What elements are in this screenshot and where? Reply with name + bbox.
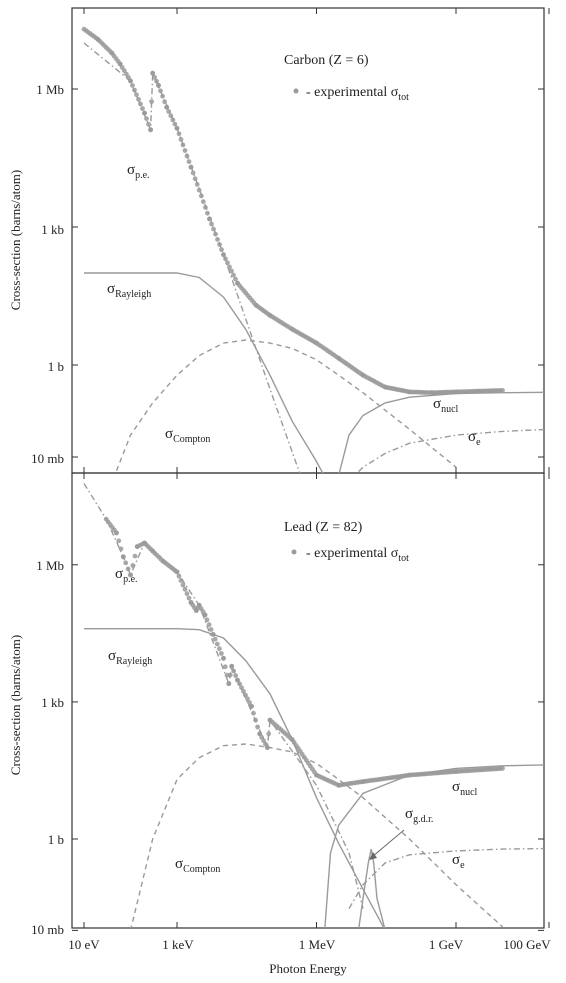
xtick-100gev: 100 GeV bbox=[503, 937, 551, 952]
lead-sigma-tot-point bbox=[226, 681, 232, 687]
lead-sigma-tot-point bbox=[500, 766, 505, 771]
lead-curve--nucl bbox=[324, 764, 544, 928]
carbon-curve--p-e- bbox=[83, 42, 301, 473]
carbon-ytick-1b: 1 b bbox=[48, 359, 64, 374]
carbon-plot-frame bbox=[71, 7, 545, 474]
carbon-sigma-tot-point bbox=[221, 252, 226, 258]
carbon-sigma-tot-point bbox=[136, 96, 141, 102]
carbon-sigma-tot-point bbox=[233, 276, 238, 282]
lead-sigma-tot-point bbox=[233, 673, 239, 678]
lead-curve--p-e- bbox=[83, 483, 364, 909]
carbon-sigma-tot-point bbox=[500, 388, 505, 393]
lead-plot-frame bbox=[71, 472, 545, 929]
lead-y-axis-title: Cross-section (barns/atom) bbox=[8, 635, 23, 775]
carbon-curve--rayleigh bbox=[84, 272, 324, 473]
x-axis-title: Photon Energy bbox=[269, 961, 347, 976]
carbon-sigma-tot-point bbox=[200, 199, 206, 205]
lead-label-pe: σp.e. bbox=[115, 566, 138, 585]
carbon-label-pe: σp.e. bbox=[127, 162, 150, 181]
carbon-sigma-tot-point bbox=[229, 268, 234, 274]
lead-sigma-tot-point bbox=[206, 622, 212, 628]
lead-label-nucl: σnucl bbox=[452, 779, 478, 798]
lead-label-e: σe bbox=[452, 852, 465, 871]
carbon-sigma-tot-point bbox=[130, 83, 135, 88]
lead-gdr-arrowhead bbox=[369, 852, 377, 860]
lead-sigma-tot-point bbox=[204, 617, 210, 623]
lead-label-rayleigh: σRayleigh bbox=[108, 648, 152, 667]
carbon-sigma-tot-point bbox=[209, 221, 214, 227]
lead-sigma-tot-point bbox=[208, 627, 214, 632]
lead-sigma-tot-point bbox=[118, 546, 124, 552]
lead-ytick-1b: 1 b bbox=[48, 832, 64, 847]
lead-ytick-10mb: 10 mb bbox=[31, 922, 64, 937]
carbon-label-e: σe bbox=[468, 429, 481, 448]
lead-panel-title: Lead (Z = 82) bbox=[284, 520, 363, 535]
lead-sigma-tot-point bbox=[214, 641, 220, 647]
lead-sigma-tot-point bbox=[221, 655, 226, 661]
carbon-curve--e bbox=[356, 428, 544, 473]
xtick-1gev: 1 GeV bbox=[429, 937, 464, 952]
carbon-ytick-1kb: 1 kb bbox=[41, 222, 64, 237]
carbon-sigma-tot-point bbox=[176, 131, 182, 137]
lead-sigma-tot-point bbox=[212, 636, 218, 642]
lead-sigma-tot-point bbox=[184, 591, 190, 597]
lead-sigma-tot-point bbox=[182, 586, 188, 592]
carbon-legend-text: - experimental σtot bbox=[306, 85, 409, 103]
lead-label-gdr: σg.d.r. bbox=[405, 806, 433, 825]
lead-sigma-tot-point bbox=[186, 595, 192, 601]
lead-sigma-tot-point bbox=[255, 724, 260, 730]
carbon-ytick-1mb: 1 Mb bbox=[36, 82, 64, 97]
carbon-sigma-tot-point bbox=[190, 170, 196, 176]
xtick-1kev: 1 keV bbox=[162, 937, 194, 952]
carbon-sigma-tot-point bbox=[142, 110, 147, 116]
carbon-sigma-tot-point bbox=[186, 159, 192, 165]
lead-sigma-tot-point bbox=[176, 573, 182, 579]
lead-sigma-tot-point bbox=[114, 530, 119, 536]
lead-sigma-tot-point bbox=[219, 651, 224, 656]
lead-sigma-tot-point bbox=[251, 710, 256, 716]
lead-sigma-tot-point bbox=[116, 538, 122, 544]
lead-legend-text: - experimental σtot bbox=[306, 546, 409, 564]
carbon-ytick-10mb: 10 mb bbox=[31, 451, 64, 466]
lead-legend-marker bbox=[291, 549, 297, 555]
lead-ytick-1mb: 1 Mb bbox=[36, 558, 64, 573]
carbon-curve--compton bbox=[115, 339, 457, 472]
carbon-label-rayleigh: σRayleigh bbox=[107, 281, 151, 300]
carbon-label-nucl: σnucl bbox=[433, 396, 459, 415]
carbon-sigma-tot-point bbox=[231, 272, 236, 278]
carbon-y-axis-title: Cross-section (barns/atom) bbox=[8, 170, 23, 310]
lead-gdr-pointer bbox=[371, 829, 405, 858]
carbon-sigma-tot-point bbox=[162, 99, 168, 105]
lead-curve--rayleigh bbox=[84, 628, 385, 928]
carbon-legend-marker bbox=[293, 88, 299, 94]
lead-curve--g-d-r- bbox=[358, 848, 386, 928]
lead-curve--compton bbox=[130, 743, 503, 928]
lead-curves bbox=[83, 483, 544, 928]
carbon-sigma-tot-point bbox=[166, 109, 172, 114]
carbon-curve--nucl bbox=[338, 391, 544, 473]
xtick-1mev: 1 MeV bbox=[299, 937, 336, 952]
carbon-label-compton: σCompton bbox=[165, 426, 210, 445]
lead-sigma-tot-point bbox=[266, 731, 272, 737]
lead-sigma-tot-point bbox=[217, 646, 222, 652]
lead-curve--e bbox=[348, 847, 544, 909]
lead-label-compton: σCompton bbox=[175, 856, 220, 875]
lead-ytick-1kb: 1 kb bbox=[41, 695, 64, 710]
lead-sigma-tot-point bbox=[239, 685, 244, 690]
carbon-sigma-tot-point bbox=[149, 99, 155, 104]
lead-sigma-tot-point bbox=[222, 664, 228, 670]
carbon-curves bbox=[81, 26, 544, 473]
lead-sigma-tot-point bbox=[180, 582, 186, 588]
carbon-sigma-tot-point bbox=[146, 121, 151, 127]
lead-sigma-tot-point bbox=[132, 553, 138, 559]
lead-sigma-tot-point bbox=[241, 688, 246, 694]
xtick-10ev: 10 eV bbox=[68, 937, 100, 952]
carbon-panel-title: Carbon (Z = 6) bbox=[284, 53, 369, 68]
carbon-sigma-tot-point bbox=[205, 210, 210, 216]
lead-sigma-tot-point bbox=[247, 700, 252, 705]
axis-ticks bbox=[72, 8, 550, 931]
lead-sigma-tot-point bbox=[245, 696, 250, 702]
